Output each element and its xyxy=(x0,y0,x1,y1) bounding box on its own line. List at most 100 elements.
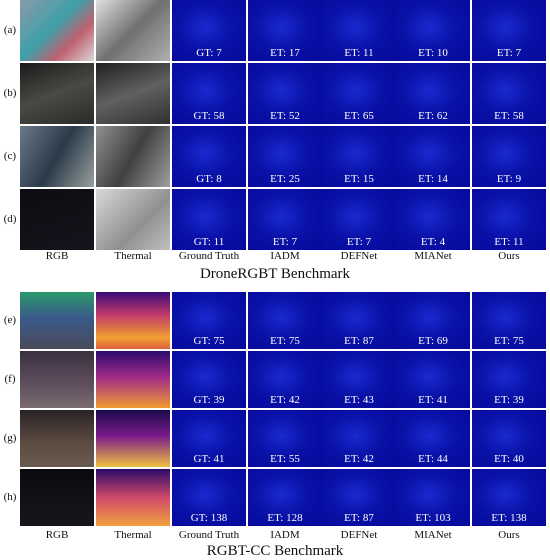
row-label: (a) xyxy=(3,23,17,36)
density-map: ET: 65 xyxy=(322,63,396,124)
density-map: ET: 138 xyxy=(472,469,546,526)
count-label: GT: 75 xyxy=(193,335,225,347)
density-map: ET: 52 xyxy=(248,63,322,124)
count-label: ET: 103 xyxy=(415,512,451,524)
density-map: ET: 75 xyxy=(248,292,322,349)
density-map: GT: 58 xyxy=(172,63,246,124)
benchmark-title: DroneRGBT Benchmark xyxy=(199,266,351,282)
row-label: (c) xyxy=(3,149,17,162)
input-image xyxy=(20,410,94,467)
column-label: MIANet xyxy=(414,250,452,262)
count-label: ET: 62 xyxy=(418,110,448,122)
density-map: ET: 43 xyxy=(322,351,396,408)
count-label: GT: 7 xyxy=(196,47,222,59)
count-label: ET: 69 xyxy=(418,335,448,347)
count-label: ET: 7 xyxy=(346,236,372,248)
column-label: MIANet xyxy=(414,529,452,541)
count-label: ET: 11 xyxy=(344,47,374,59)
density-map: GT: 39 xyxy=(172,351,246,408)
benchmark-title: RGBT-CC Benchmark xyxy=(206,543,344,559)
count-label: ET: 7 xyxy=(272,236,298,248)
density-map: ET: 103 xyxy=(396,469,470,526)
count-label: GT: 41 xyxy=(193,453,225,465)
count-label: ET: 128 xyxy=(267,512,303,524)
row-label: (g) xyxy=(3,431,17,444)
row-label: (f) xyxy=(4,372,16,385)
count-label: ET: 43 xyxy=(344,394,374,406)
input-image xyxy=(20,63,94,124)
column-label: DEFNet xyxy=(340,250,378,262)
density-map: GT: 41 xyxy=(172,410,246,467)
count-label: ET: 41 xyxy=(418,394,448,406)
density-map: ET: 17 xyxy=(248,0,322,61)
density-map: ET: 87 xyxy=(322,469,396,526)
count-label: ET: 52 xyxy=(270,110,300,122)
density-map: ET: 10 xyxy=(396,0,470,61)
density-map: GT: 7 xyxy=(172,0,246,61)
count-label: ET: 75 xyxy=(270,335,300,347)
density-map: GT: 8 xyxy=(172,126,246,187)
column-label: Thermal xyxy=(114,250,152,262)
density-map: ET: 87 xyxy=(322,292,396,349)
column-label: Ground Truth xyxy=(178,529,240,541)
density-map: ET: 4 xyxy=(396,189,470,250)
density-map: ET: 75 xyxy=(472,292,546,349)
count-label: ET: 15 xyxy=(344,173,374,185)
density-map: ET: 11 xyxy=(472,189,546,250)
count-label: ET: 75 xyxy=(494,335,524,347)
count-label: ET: 40 xyxy=(494,453,524,465)
density-map: ET: 58 xyxy=(472,63,546,124)
count-label: GT: 39 xyxy=(193,394,225,406)
count-label: ET: 17 xyxy=(270,47,300,59)
count-label: GT: 138 xyxy=(190,512,228,524)
column-label: RGB xyxy=(45,250,69,262)
density-map: ET: 14 xyxy=(396,126,470,187)
column-label: DEFNet xyxy=(340,529,378,541)
column-label: Ours xyxy=(498,529,520,541)
row-label: (e) xyxy=(3,313,17,326)
count-label: ET: 42 xyxy=(270,394,300,406)
count-label: GT: 8 xyxy=(196,173,222,185)
input-image xyxy=(20,189,94,250)
count-label: ET: 7 xyxy=(496,47,522,59)
column-label: Thermal xyxy=(114,529,152,541)
count-label: ET: 58 xyxy=(494,110,524,122)
density-map: ET: 42 xyxy=(322,410,396,467)
input-image xyxy=(96,63,170,124)
input-image xyxy=(96,189,170,250)
density-map: GT: 11 xyxy=(172,189,246,250)
density-map: ET: 9 xyxy=(472,126,546,187)
input-image xyxy=(20,0,94,61)
density-map: ET: 41 xyxy=(396,351,470,408)
density-map: ET: 44 xyxy=(396,410,470,467)
input-image xyxy=(96,292,170,349)
count-label: ET: 9 xyxy=(496,173,522,185)
density-map: GT: 75 xyxy=(172,292,246,349)
density-map: ET: 7 xyxy=(322,189,396,250)
count-label: GT: 58 xyxy=(193,110,225,122)
column-label: RGB xyxy=(45,529,69,541)
count-label: ET: 87 xyxy=(344,512,374,524)
count-label: ET: 14 xyxy=(418,173,448,185)
count-label: ET: 25 xyxy=(270,173,300,185)
input-image xyxy=(96,351,170,408)
column-label: IADM xyxy=(270,250,300,262)
column-label: IADM xyxy=(270,529,300,541)
density-map: ET: 25 xyxy=(248,126,322,187)
count-label: ET: 65 xyxy=(344,110,374,122)
input-image xyxy=(96,469,170,526)
density-map: ET: 62 xyxy=(396,63,470,124)
density-map: ET: 42 xyxy=(248,351,322,408)
input-image xyxy=(96,0,170,61)
input-image xyxy=(20,351,94,408)
density-map: ET: 15 xyxy=(322,126,396,187)
density-map: ET: 39 xyxy=(472,351,546,408)
count-label: ET: 39 xyxy=(494,394,524,406)
count-label: GT: 11 xyxy=(193,236,225,248)
count-label: ET: 44 xyxy=(418,453,448,465)
count-label: ET: 55 xyxy=(270,453,300,465)
row-label: (h) xyxy=(3,490,17,503)
count-label: ET: 11 xyxy=(494,236,524,248)
count-label: ET: 87 xyxy=(344,335,374,347)
count-label: ET: 4 xyxy=(420,236,446,248)
